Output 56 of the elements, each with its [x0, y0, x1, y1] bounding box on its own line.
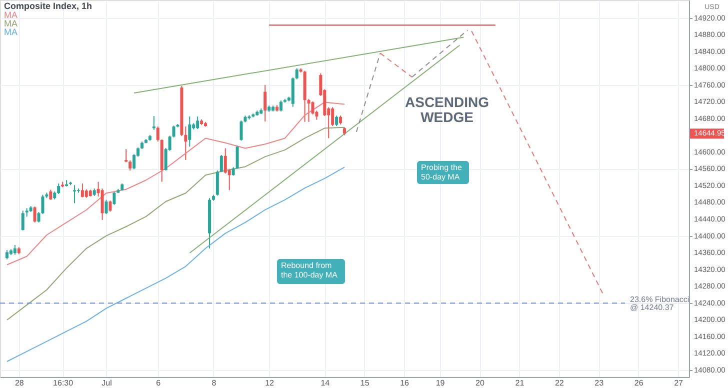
text: MA [4, 27, 18, 37]
x-tick-label: 27 [674, 378, 684, 388]
candlestick [295, 68, 298, 80]
x-tick-label: 23 [594, 378, 604, 388]
candlestick [279, 100, 282, 112]
chart-title: Composite Index, 1h [4, 1, 92, 11]
candlestick [307, 98, 310, 122]
candlestick [124, 148, 128, 163]
candlestick [104, 199, 108, 215]
x-tick-label: 19 [436, 378, 446, 388]
x-tick-label: 16 [400, 378, 410, 388]
candlestick [172, 125, 176, 138]
candlestick [152, 116, 156, 130]
candlestick [188, 116, 192, 148]
x-tick-label: 16:30 [53, 378, 74, 388]
candlestick [57, 182, 60, 194]
candlestick [112, 190, 116, 206]
candlestick [49, 189, 52, 200]
line-series [6, 126, 345, 321]
annotation: Probing the 50-day MA [421, 163, 462, 182]
candlestick [13, 244, 16, 256]
candlestick [33, 206, 36, 223]
x-tick-label: 22 [554, 378, 564, 388]
x-tick-label: 26 [634, 378, 644, 388]
x-tick-label: 15 [360, 378, 370, 388]
text: MA [4, 18, 18, 28]
text: MA [4, 10, 18, 20]
x-tick-label: 8 [212, 378, 217, 388]
x-tick-label: 12 [265, 378, 275, 388]
candlestick [72, 184, 76, 204]
x-tick-label: 21 [515, 378, 525, 388]
candlestick [236, 145, 239, 170]
candlestick [335, 115, 338, 127]
x-tick-label: 14 [320, 378, 330, 388]
candlestick [184, 126, 188, 161]
x-tick-label: 20 [476, 378, 485, 388]
x-tick-label: 28 [14, 378, 24, 388]
candlestick [220, 154, 223, 173]
annotation: ASCENDING WEDGE [404, 94, 490, 125]
candlestick [80, 182, 84, 198]
candlestick [216, 170, 219, 196]
candlestick [21, 210, 24, 231]
x-tick-label: Jul [102, 378, 112, 388]
candlestick [128, 160, 132, 171]
ref-line-label: 23.6% Fibonacci @ 14240.37 [630, 295, 690, 312]
candlestick [331, 106, 334, 127]
candlestick [108, 200, 112, 212]
candlestick [156, 126, 160, 142]
candlestick [100, 188, 104, 220]
candlestick [264, 84, 267, 122]
line-series [6, 166, 345, 362]
annotation: Rebound from the 100-day MA [281, 261, 338, 280]
candlestick [5, 250, 8, 260]
candlestick [196, 116, 200, 130]
candlestick [224, 148, 227, 174]
x-tick-label: 6 [156, 378, 162, 388]
